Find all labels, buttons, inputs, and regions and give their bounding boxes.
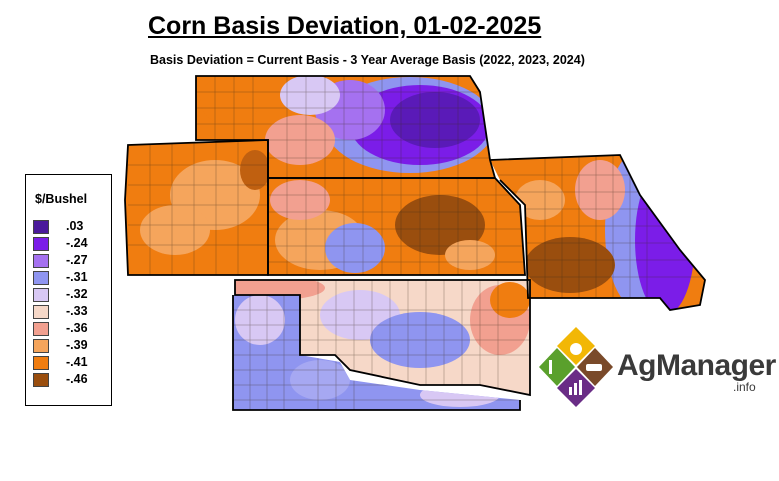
legend-swatch (33, 254, 49, 268)
legend-label: -.33 (66, 304, 88, 318)
legend-label: -.39 (66, 338, 88, 352)
legend-item: -.33 (33, 304, 109, 320)
logo-suffix: .info (733, 380, 756, 394)
map-subtitle: Basis Deviation = Current Basis - 3 Year… (150, 53, 585, 67)
legend-swatch (33, 237, 49, 251)
agmanager-logo: AgManager .info (537, 325, 776, 410)
legend-swatch (33, 339, 49, 353)
legend-label: -.41 (66, 355, 88, 369)
legend-item: .03 (33, 219, 109, 235)
legend-swatch (33, 373, 49, 387)
border-colorado (124, 139, 269, 276)
border-missouri (489, 154, 706, 311)
border-texas (232, 295, 521, 411)
logo-name: AgManager (617, 349, 776, 382)
legend-label: -.36 (66, 321, 88, 335)
legend-swatch (33, 356, 49, 370)
legend-swatch (33, 271, 49, 285)
legend: $/Bushel .03 -.24 -.27 -.31 -.32 -.33 -.… (25, 174, 112, 406)
legend-label: -.46 (66, 372, 88, 386)
logo-diamond-icon (539, 327, 613, 407)
legend-label: .03 (66, 219, 84, 233)
legend-label: -.27 (66, 253, 88, 267)
legend-item: -.32 (33, 287, 109, 303)
border-kansas (267, 177, 526, 276)
legend-swatch (33, 288, 49, 302)
legend-item: -.27 (33, 253, 109, 269)
legend-item: -.36 (33, 321, 109, 337)
region-colorado (125, 140, 268, 275)
map-title: Corn Basis Deviation, 01-02-2025 (148, 12, 542, 40)
legend-item: -.46 (33, 372, 109, 388)
legend-item: -.39 (33, 338, 109, 354)
legend-swatch (33, 220, 49, 234)
legend-item: -.24 (33, 236, 109, 252)
legend-swatch (33, 305, 49, 319)
border-oklahoma (234, 279, 531, 397)
legend-label: -.32 (66, 287, 88, 301)
legend-swatch (33, 322, 49, 336)
region-kansas (268, 178, 525, 275)
legend-label: -.24 (66, 236, 88, 250)
legend-label: -.31 (66, 270, 88, 284)
legend-item: -.41 (33, 355, 109, 371)
legend-item: -.31 (33, 270, 109, 286)
legend-title: $/Bushel (35, 192, 88, 206)
county-grid (128, 76, 705, 410)
state-borders (124, 75, 706, 411)
